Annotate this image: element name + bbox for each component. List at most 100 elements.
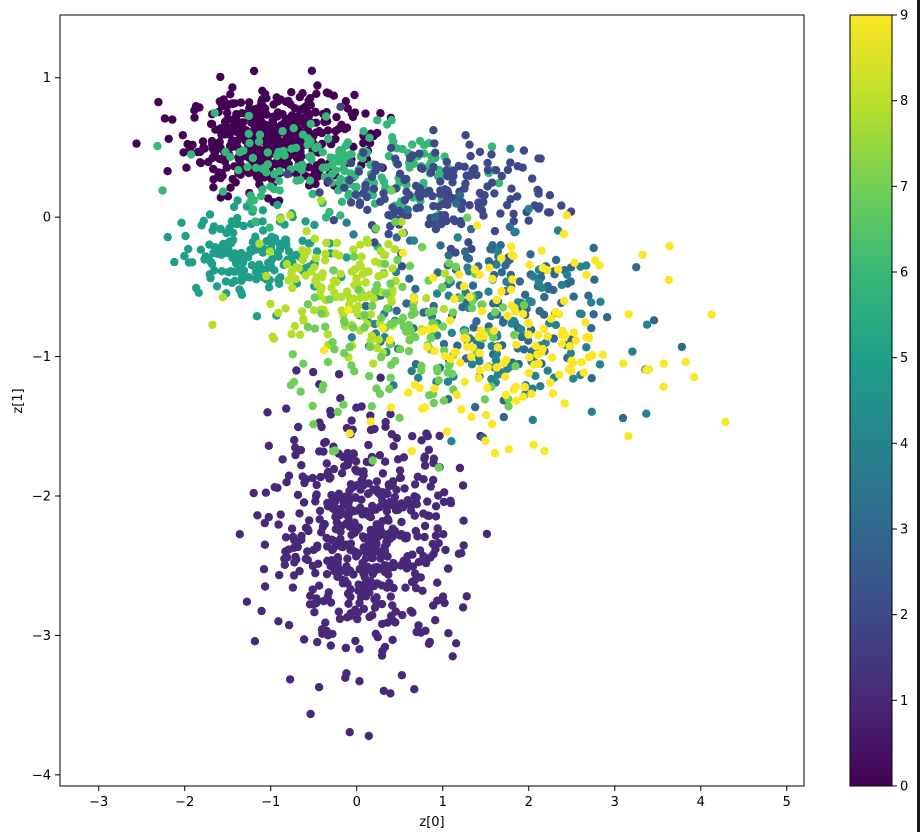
scatter-point — [432, 364, 442, 373]
scatter-point — [284, 247, 294, 256]
scatter-point — [380, 567, 390, 577]
scatter-point — [447, 328, 456, 338]
scatter-point — [315, 188, 324, 197]
scatter-point — [256, 191, 266, 201]
scatter-point — [380, 642, 390, 652]
y-tick-label: 0 — [43, 211, 51, 226]
scatter-point — [310, 220, 319, 230]
scatter-point — [504, 445, 513, 454]
scatter-point — [450, 217, 460, 226]
scatter-point — [429, 454, 439, 463]
scatter-point — [346, 480, 356, 489]
scatter-point — [398, 228, 407, 238]
scatter-point — [281, 533, 291, 542]
scatter-point — [289, 124, 298, 133]
scatter-point — [517, 325, 526, 334]
scatter-point — [351, 457, 361, 466]
scatter-point — [487, 142, 497, 151]
scatter-point — [452, 199, 461, 208]
scatter-point — [288, 532, 298, 542]
x-tick-label: 4 — [697, 795, 705, 810]
scatter-point — [420, 452, 429, 461]
scatter-point — [336, 211, 345, 220]
scatter-point — [297, 165, 306, 175]
scatter-point — [321, 322, 330, 331]
scatter-point — [524, 204, 533, 214]
scatter-point — [369, 359, 378, 368]
scatter-point — [209, 248, 218, 258]
scatter-point — [649, 316, 659, 325]
scatter-point — [168, 115, 177, 124]
scatter-point — [321, 618, 330, 627]
scatter-point — [548, 353, 557, 362]
scatter-point — [399, 322, 409, 331]
scatter-point — [368, 569, 378, 579]
scatter-point — [587, 374, 596, 383]
scatter-point — [255, 130, 265, 139]
scatter-point — [358, 558, 367, 568]
scatter-point — [430, 384, 439, 393]
colorbar-tick-label: 2 — [900, 608, 908, 623]
scatter-point — [273, 483, 282, 492]
scatter-point — [569, 328, 579, 337]
scatter-point — [330, 345, 339, 354]
scatter-point — [479, 197, 488, 206]
scatter-point — [475, 332, 484, 341]
colorbar-tick-label: 1 — [900, 694, 908, 709]
scatter-point — [324, 588, 333, 597]
scatter-point — [458, 603, 468, 612]
scatter-point — [322, 470, 332, 480]
x-tick-label: −3 — [89, 795, 108, 810]
scatter-point — [493, 370, 502, 379]
scatter-point — [477, 306, 487, 316]
scatter-point — [153, 141, 162, 151]
scatter-point — [368, 611, 377, 620]
scatter-point — [388, 203, 397, 212]
scatter-point — [346, 520, 355, 530]
scatter-point — [361, 183, 370, 193]
scatter-point — [343, 138, 353, 147]
scatter-point — [196, 158, 206, 168]
scatter-point — [423, 432, 432, 441]
scatter-point — [276, 510, 285, 519]
scatter-point — [377, 313, 386, 322]
scatter-point — [624, 432, 633, 441]
scatter-point — [560, 296, 569, 306]
scatter-point — [463, 213, 472, 222]
scatter-point — [315, 447, 324, 456]
scatter-point — [440, 488, 449, 497]
scatter-point — [398, 248, 408, 258]
scatter-point — [282, 478, 291, 487]
scatter-point — [298, 246, 307, 255]
scatter-point — [644, 365, 654, 374]
scatter-point — [665, 241, 674, 251]
scatter-point — [370, 424, 379, 434]
scatter-point — [378, 517, 387, 526]
scatter-point — [288, 350, 297, 359]
scatter-point — [450, 294, 459, 304]
scatter-point — [439, 530, 448, 539]
scatter-point — [346, 592, 355, 602]
scatter-point — [379, 250, 389, 259]
scatter-point — [259, 565, 269, 574]
scatter-point — [380, 269, 389, 279]
scatter-point — [317, 625, 327, 634]
scatter-point — [316, 196, 326, 205]
scatter-point — [326, 406, 335, 416]
scatter-point — [511, 227, 520, 237]
scatter-point — [387, 115, 396, 125]
scatter-point — [446, 354, 455, 364]
scatter-point — [322, 238, 331, 248]
scatter-point — [557, 339, 567, 349]
scatter-point — [235, 148, 244, 157]
scatter-point — [366, 417, 375, 426]
scatter-point — [301, 217, 310, 226]
scatter-point — [260, 582, 270, 591]
scatter-point — [595, 360, 605, 369]
scatter-point — [443, 193, 452, 203]
scatter-point — [334, 607, 343, 616]
scatter-point — [451, 262, 460, 271]
scatter-point — [642, 409, 651, 418]
scatter-point — [342, 253, 351, 262]
scatter-point — [299, 359, 308, 368]
